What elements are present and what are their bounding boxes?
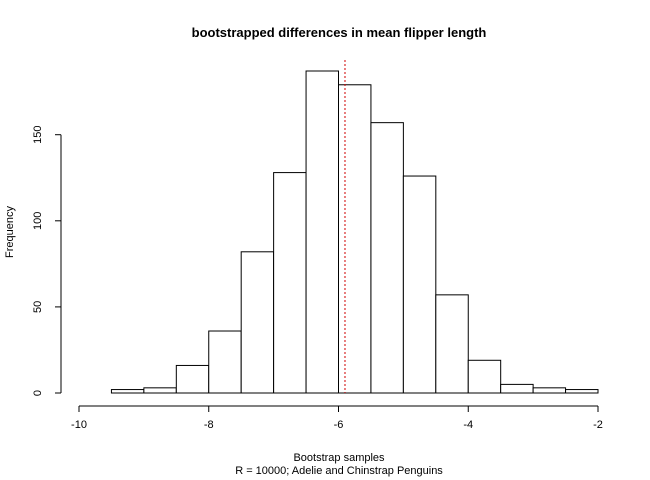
- histogram-bar: [175, 364, 210, 394]
- histogram-bar: [402, 175, 437, 394]
- x-tick-label: -6: [334, 419, 344, 431]
- histogram-bar: [500, 383, 534, 394]
- x-tick-label: -10: [71, 419, 87, 431]
- histogram-bars: [110, 70, 599, 394]
- y-axis: 0 50 100 150: [32, 126, 62, 396]
- y-tick-label: 100: [32, 212, 44, 230]
- x-tick-label: -8: [204, 419, 214, 431]
- histogram-bar: [143, 387, 177, 394]
- histogram-bar: [532, 387, 567, 394]
- y-tick-label: 150: [32, 126, 44, 144]
- chart-title: bootstrapped differences in mean flipper…: [192, 25, 487, 40]
- histogram-bar: [208, 330, 242, 394]
- x-axis-label: Bootstrap samples: [293, 452, 385, 464]
- histogram-bar: [338, 84, 372, 394]
- x-axis: -10 -8 -6 -4 -2: [71, 405, 603, 431]
- x-tick-label: -4: [463, 419, 473, 431]
- histogram-bar: [240, 251, 275, 394]
- y-tick-label: 0: [32, 390, 44, 396]
- histogram-bar: [565, 389, 599, 394]
- y-axis-label: Frequency: [4, 206, 16, 258]
- histogram-bar: [305, 70, 339, 394]
- x-tick-label: -2: [593, 419, 603, 431]
- y-tick-label: 50: [32, 301, 44, 313]
- histogram-bar: [273, 172, 307, 394]
- histogram-bar: [370, 122, 404, 394]
- histogram-bar: [467, 359, 502, 394]
- histogram-bar: [110, 389, 145, 394]
- x-axis-sublabel: R = 10000; Adelie and Chinstrap Penguins: [235, 465, 443, 477]
- histogram-bar: [435, 294, 469, 394]
